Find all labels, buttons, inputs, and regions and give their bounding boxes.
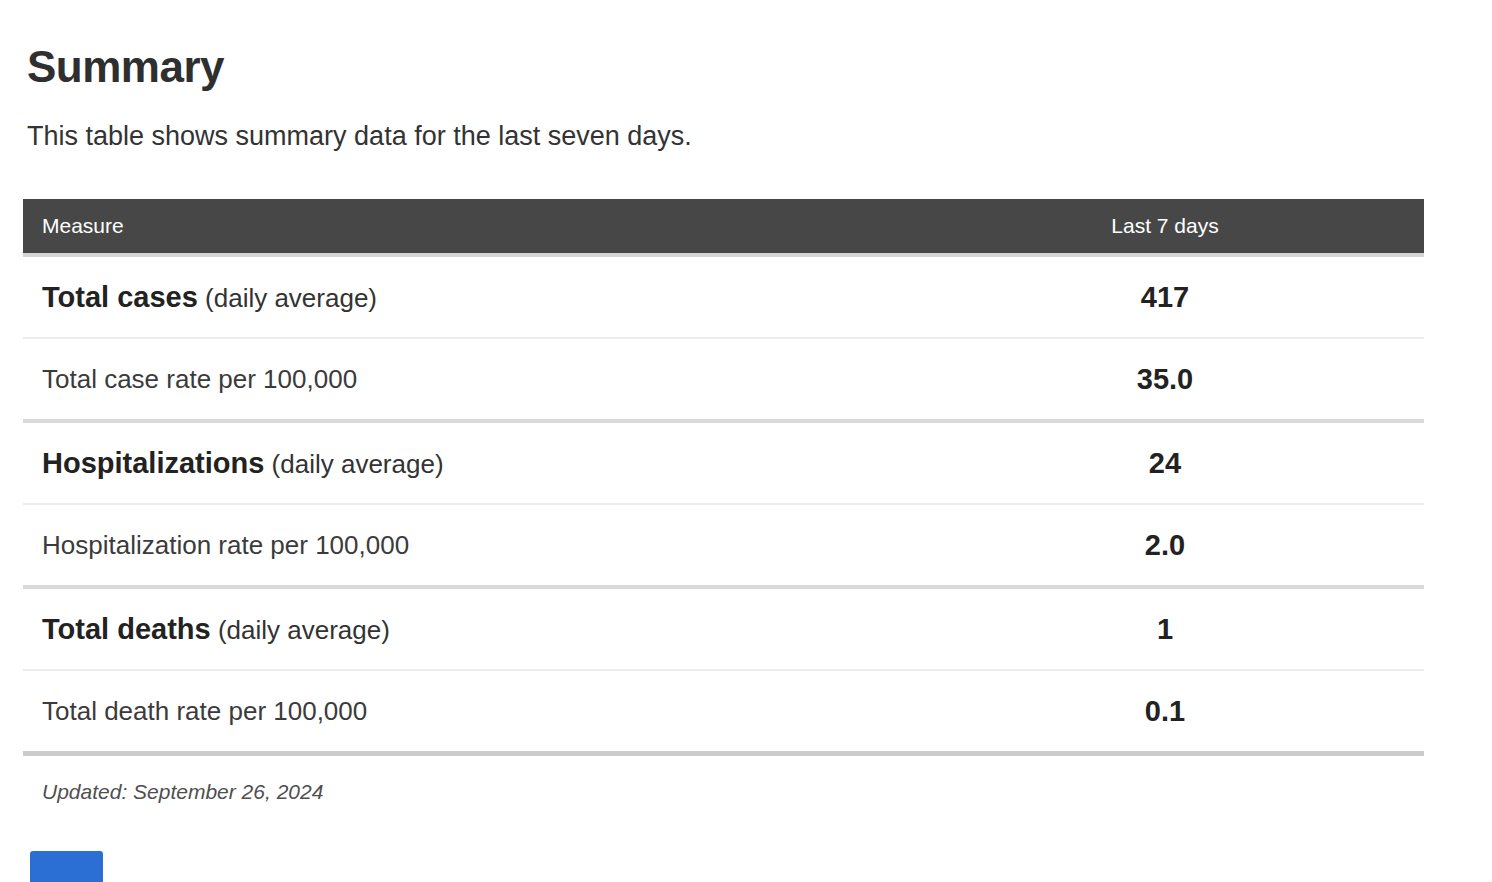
- measure-label: Hospitalizations: [42, 447, 264, 479]
- measure-cell: Hospitalization rate per 100,000: [23, 530, 906, 561]
- measure-qualifier: (daily average): [198, 283, 377, 313]
- measure-label: Total death rate per 100,000: [42, 696, 367, 726]
- table-row: Total death rate per 100,000 0.1: [23, 671, 1424, 756]
- measure-value: 417: [906, 281, 1424, 314]
- page: Summary This table shows summary data fo…: [0, 0, 1492, 882]
- table-body: Total cases (daily average) 417 Total ca…: [23, 257, 1424, 756]
- page-subtitle: This table shows summary data for the la…: [27, 121, 692, 152]
- measure-qualifier: (daily average): [211, 615, 390, 645]
- partially-visible-button[interactable]: [30, 851, 103, 882]
- column-header-measure: Measure: [23, 214, 906, 238]
- measure-value: 1: [906, 613, 1424, 646]
- measure-label: Total case rate per 100,000: [42, 364, 357, 394]
- summary-table: Measure Last 7 days Total cases (daily a…: [23, 199, 1424, 756]
- measure-value: 24: [906, 447, 1424, 480]
- measure-cell: Total deaths (daily average): [23, 613, 906, 646]
- page-title: Summary: [27, 42, 224, 92]
- table-row: Total case rate per 100,000 35.0: [23, 339, 1424, 423]
- measure-label: Total deaths: [42, 613, 211, 645]
- updated-timestamp: Updated: September 26, 2024: [42, 780, 323, 804]
- table-header-row: Measure Last 7 days: [23, 199, 1424, 257]
- measure-cell: Total cases (daily average): [23, 281, 906, 314]
- measure-value: 2.0: [906, 529, 1424, 562]
- measure-value: 0.1: [906, 695, 1424, 728]
- table-row: Total cases (daily average) 417: [23, 257, 1424, 339]
- measure-value: 35.0: [906, 363, 1424, 396]
- measure-cell: Total case rate per 100,000: [23, 364, 906, 395]
- table-row: Total deaths (daily average) 1: [23, 589, 1424, 671]
- column-header-last-7-days: Last 7 days: [906, 214, 1424, 238]
- measure-cell: Total death rate per 100,000: [23, 696, 906, 727]
- measure-label: Total cases: [42, 281, 198, 313]
- table-row: Hospitalizations (daily average) 24: [23, 423, 1424, 505]
- measure-qualifier: (daily average): [264, 449, 443, 479]
- measure-label: Hospitalization rate per 100,000: [42, 530, 409, 560]
- table-row: Hospitalization rate per 100,000 2.0: [23, 505, 1424, 589]
- measure-cell: Hospitalizations (daily average): [23, 447, 906, 480]
